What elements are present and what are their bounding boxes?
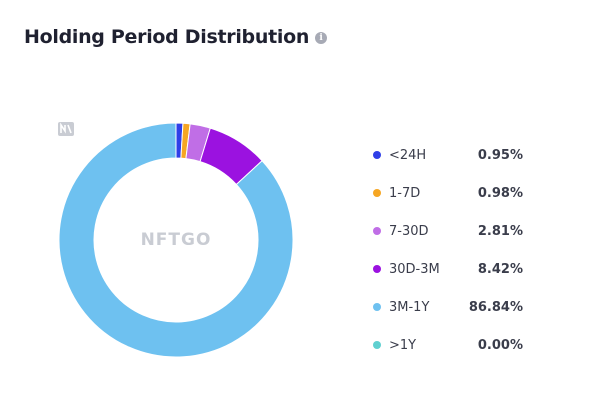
legend-label: 1-7D (389, 185, 421, 201)
legend-value: 86.84% (468, 299, 523, 315)
legend-swatch (373, 227, 381, 235)
legend-value: 0.00% (477, 337, 523, 353)
legend-label: <24H (389, 147, 427, 163)
legend-label: 7-30D (389, 223, 429, 239)
legend-item-1y[interactable]: >1Y 0.00% (373, 326, 523, 364)
legend-item-730d[interactable]: 7-30D 2.81% (373, 212, 523, 250)
chart-title: Holding Period Distribution (24, 26, 310, 48)
legend-swatch (373, 189, 381, 197)
legend-swatch (373, 341, 381, 349)
legend-swatch (373, 303, 381, 311)
donut-chart: NFTGO (58, 122, 294, 358)
legend-swatch (373, 265, 381, 273)
legend-swatch (373, 151, 381, 159)
legend-value: 0.98% (477, 185, 523, 201)
info-icon[interactable]: i (315, 32, 328, 44)
legend-item-17d[interactable]: 1-7D 0.98% (373, 174, 523, 212)
legend-label: 30D-3M (389, 261, 440, 277)
title-row: Holding Period Distribution i (24, 26, 328, 48)
legend-label: >1Y (389, 337, 417, 353)
donut-svg (58, 122, 294, 358)
legend-item-30d3m[interactable]: 30D-3M 8.42% (373, 250, 523, 288)
legend-value: 8.42% (477, 261, 523, 277)
donut-slice-3m1y[interactable] (58, 122, 294, 358)
legend-value: 0.95% (477, 147, 523, 163)
legend-value: 2.81% (477, 223, 523, 239)
legend-item-3m1y[interactable]: 3M-1Y 86.84% (373, 288, 523, 326)
legend-label: 3M-1Y (389, 299, 430, 315)
legend-item-24h[interactable]: <24H 0.95% (373, 136, 523, 174)
chart-legend: <24H 0.95% 1-7D 0.98% 7-30D 2.81% 30D-3M 8.42% 3… (373, 136, 523, 364)
